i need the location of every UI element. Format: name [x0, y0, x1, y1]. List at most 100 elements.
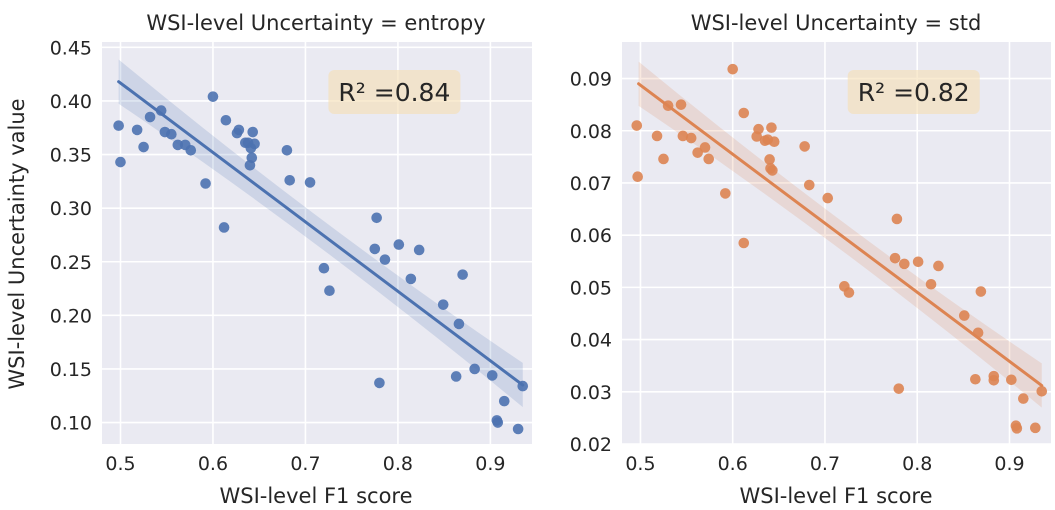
- data-point: [1036, 385, 1048, 397]
- y-tick-label: 0.20: [50, 305, 92, 327]
- data-point: [371, 212, 382, 224]
- data-point: [324, 285, 335, 297]
- data-point: [768, 136, 780, 148]
- x-tick-label: 0.8: [383, 453, 413, 475]
- data-point: [720, 188, 731, 199]
- x-tick-label: 0.6: [718, 453, 748, 475]
- data-point: [413, 244, 425, 256]
- data-point: [172, 139, 184, 151]
- y-tick-label: 0.10: [50, 413, 92, 435]
- data-point: [933, 260, 944, 272]
- data-point: [891, 213, 903, 225]
- y-axis-label: WSI-level Uncertainty value: [5, 98, 29, 389]
- r-squared-label: R² =0.82: [858, 78, 970, 107]
- data-point: [803, 179, 815, 191]
- data-point: [975, 286, 987, 297]
- data-point: [233, 124, 245, 136]
- data-point: [304, 177, 316, 188]
- data-point: [166, 128, 177, 140]
- data-point: [843, 287, 855, 298]
- data-point: [131, 124, 143, 136]
- y-tick-label: 0.40: [50, 91, 92, 113]
- y-tick-label: 0.02: [570, 434, 612, 456]
- data-point: [486, 370, 498, 381]
- y-tick-label: 0.06: [570, 225, 612, 247]
- y-tick-label: 0.04: [570, 330, 612, 352]
- chart-title: WSI-level Uncertainty = entropy: [146, 11, 485, 35]
- data-point: [498, 395, 510, 407]
- chart-title: WSI-level Uncertainty = std: [691, 11, 982, 35]
- y-tick-label: 0.08: [570, 121, 612, 143]
- r-squared-label: R² =0.84: [338, 78, 450, 107]
- data-point: [703, 153, 715, 165]
- data-point: [246, 152, 258, 164]
- data-point: [738, 237, 750, 249]
- data-point: [738, 107, 750, 119]
- data-point: [1018, 393, 1029, 404]
- data-point: [284, 174, 296, 186]
- data-point: [988, 375, 1000, 386]
- r-squared-box: [847, 70, 980, 114]
- data-point: [970, 373, 981, 385]
- chart-entropy: WSI-level Uncertainty = entropy WSI-leve…: [50, 11, 532, 508]
- x-tick-label: 0.7: [810, 453, 840, 475]
- data-point: [138, 141, 149, 153]
- chart-std: WSI-level Uncertainty = std WSI-level F1…: [570, 11, 1051, 508]
- x-tick-label: 0.8: [902, 453, 932, 475]
- data-point: [1011, 423, 1023, 434]
- data-point: [958, 310, 970, 321]
- x-tick-label: 0.9: [994, 453, 1024, 475]
- data-point: [767, 165, 778, 176]
- data-point: [492, 417, 504, 428]
- y-tick-label: 0.09: [570, 69, 612, 91]
- data-point: [249, 138, 260, 150]
- data-point: [512, 423, 524, 435]
- data-point: [1006, 374, 1017, 386]
- data-point: [200, 178, 211, 189]
- data-point: [379, 254, 391, 265]
- data-point: [889, 252, 901, 264]
- x-tick-label: 0.5: [625, 453, 655, 475]
- y-tick-label: 0.25: [50, 252, 92, 274]
- data-point: [632, 171, 643, 182]
- data-point: [675, 99, 687, 110]
- data-point: [318, 262, 330, 274]
- data-point: [1030, 422, 1041, 434]
- data-point: [453, 318, 465, 330]
- data-point: [115, 156, 126, 168]
- data-point: [893, 383, 905, 394]
- data-point: [727, 63, 739, 75]
- data-point: [450, 371, 462, 382]
- data-point: [393, 239, 405, 250]
- r-squared-box: [328, 70, 461, 114]
- x-tick-label: 0.6: [198, 453, 228, 475]
- data-point: [692, 147, 703, 158]
- data-point: [144, 111, 156, 123]
- data-point: [218, 222, 230, 233]
- data-point: [469, 363, 480, 375]
- data-point: [799, 141, 810, 152]
- data-point: [405, 273, 417, 285]
- x-tick-label: 0.7: [290, 453, 320, 475]
- x-tick-label: 0.5: [105, 453, 135, 475]
- data-point: [912, 256, 924, 268]
- data-point: [822, 192, 834, 204]
- data-point: [766, 122, 777, 133]
- y-tick-label: 0.15: [50, 359, 92, 381]
- y-tick-label: 0.05: [570, 277, 612, 299]
- y-tick-label: 0.30: [50, 198, 92, 220]
- data-point: [753, 123, 764, 135]
- data-point: [677, 130, 689, 142]
- data-point: [369, 243, 381, 255]
- data-point: [247, 126, 259, 138]
- data-point: [631, 120, 643, 131]
- data-point: [658, 153, 669, 165]
- x-tick-label: 0.9: [475, 453, 505, 475]
- data-point: [281, 144, 293, 156]
- data-point: [220, 114, 232, 126]
- data-point: [699, 142, 711, 153]
- regression-line: [117, 80, 525, 387]
- data-point: [764, 154, 775, 165]
- y-tick-label: 0.35: [50, 145, 92, 167]
- y-tick-label: 0.07: [570, 173, 612, 195]
